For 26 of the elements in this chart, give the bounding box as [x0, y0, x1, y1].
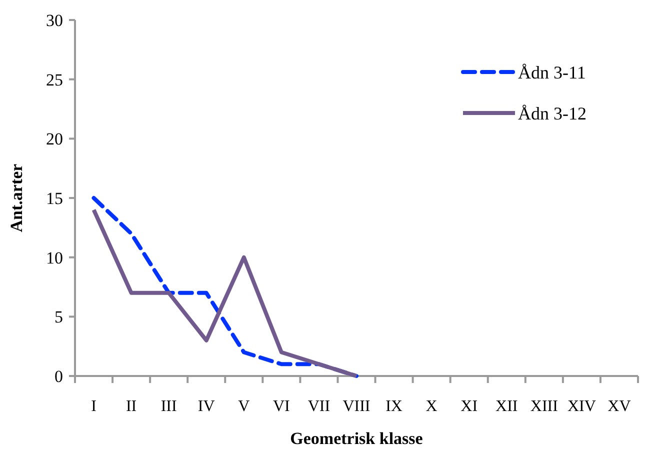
- x-tick-label: IV: [198, 398, 216, 415]
- legend-label: Ådn 3-12: [518, 103, 586, 124]
- x-tick-label: XV: [608, 398, 632, 415]
- y-tick-label: 20: [46, 130, 63, 149]
- x-tick-label: VIII: [342, 398, 370, 415]
- x-tick-label: IX: [386, 398, 403, 415]
- y-tick-label: 5: [54, 308, 63, 327]
- y-tick-label: 30: [46, 10, 63, 30]
- legend-label: Ådn 3-11: [518, 62, 586, 82]
- x-tick-label: I: [91, 398, 96, 415]
- x-tick-label: XI: [460, 398, 478, 415]
- y-tick-label: 0: [54, 366, 63, 386]
- x-tick-label: II: [126, 398, 137, 415]
- x-tick-label: III: [160, 398, 177, 415]
- x-tick-label: XIV: [567, 398, 596, 415]
- y-tick-label: 10: [46, 248, 63, 268]
- y-tick-label: 25: [46, 70, 63, 90]
- y-tick-label: 15: [46, 188, 63, 208]
- x-tick-label: VII: [308, 398, 330, 415]
- x-tick-label: XIII: [530, 398, 558, 415]
- x-axis-title: Geometrisk klasse: [290, 429, 424, 448]
- x-tick-label: XII: [496, 398, 518, 415]
- y-axis-title: Ant.arter: [7, 163, 26, 232]
- x-tick-label: X: [426, 398, 438, 415]
- x-tick-label: VI: [272, 398, 290, 415]
- x-tick-label: V: [238, 398, 250, 415]
